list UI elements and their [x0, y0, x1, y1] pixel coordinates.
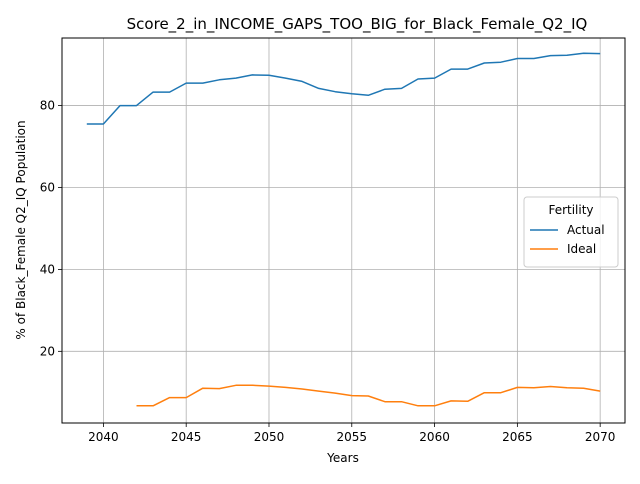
legend-label-actual: Actual [567, 223, 605, 237]
series-line-ideal [136, 384, 601, 407]
plot-frame [61, 37, 626, 424]
y-tick-label: 60 [40, 180, 55, 194]
chart-title: Score_2_in_INCOME_GAPS_TOO_BIG_for_Black… [127, 15, 588, 34]
series-line-actual [86, 52, 601, 125]
x-tick-label: 2050 [254, 430, 285, 444]
legend-label-ideal: Ideal [567, 242, 596, 256]
x-tick-label: 2065 [502, 430, 533, 444]
y-tick-label: 80 [40, 99, 55, 113]
legend-items: Actual Ideal [530, 223, 605, 256]
x-tick-label: 2040 [88, 430, 119, 444]
series-lines [86, 52, 601, 407]
legend-title: Fertility [548, 203, 593, 217]
y-tick-label: 20 [40, 344, 55, 358]
y-axis-label: % of Black_Female Q2_IQ Population [14, 120, 28, 339]
x-tick-label: 2045 [171, 430, 202, 444]
x-axis-label: Years [326, 451, 359, 465]
x-tick-label: 2060 [419, 430, 450, 444]
grid [62, 38, 625, 423]
x-tick-label: 2070 [585, 430, 616, 444]
y-tick-label: 40 [40, 262, 55, 276]
legend: Fertility Actual Ideal [523, 196, 619, 268]
x-tick-label: 2055 [337, 430, 368, 444]
